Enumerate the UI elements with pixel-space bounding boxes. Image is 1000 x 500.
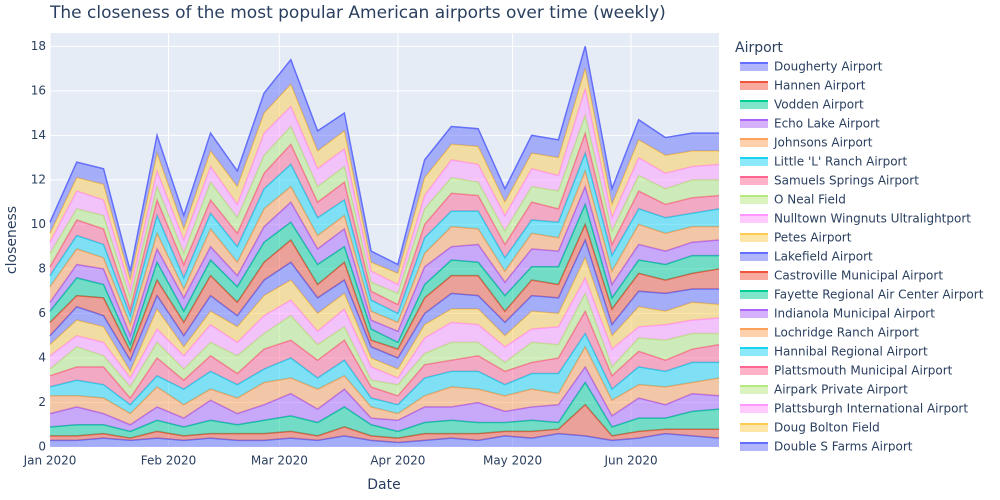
area-line [49,46,719,272]
legend-label: Nulltown Wingnuts Ultralightport [774,212,971,226]
legend-label: Dougherty Airport [774,60,883,74]
y-tick-label: 0 [38,440,46,454]
legend-swatch [740,367,768,375]
legend-label: Petes Airport [774,231,852,245]
legend-label: Fayette Regional Air Center Airport [774,288,984,302]
legend-label: Airpark Private Airport [774,383,908,397]
legend-swatch [740,101,768,109]
legend-swatch [740,272,768,280]
y-tick-label: 16 [31,83,46,97]
legend-title: Airport [735,40,783,56]
area-fill [50,404,719,443]
legend-swatch [740,348,768,356]
legend-label: Indianola Municipal Airport [774,307,935,321]
legend-label: Castroville Municipal Airport [774,269,943,283]
legend-label: Samuels Springs Airport [774,174,919,188]
legend: Dougherty Airport Hannen Airport Vodden Ai… [740,60,984,454]
legend-swatch [740,139,768,147]
legend-swatch [740,291,768,299]
legend-swatch [740,158,768,166]
y-tick-label: 18 [31,39,46,53]
area-fill [50,382,719,439]
legend-label: Double S Farms Airport [774,440,913,454]
legend-label: Plattsmouth Municipal Airport [774,364,953,378]
x-tick-label: May 2020 [483,454,542,468]
legend-label: Echo Lake Airport [774,117,880,131]
legend-swatch [740,63,768,71]
legend-label: Hannibal Regional Airport [774,345,928,359]
legend-label: Plattsburgh International Airport [774,402,968,416]
legend-swatch [740,443,768,451]
chart-title: The closeness of the most popular Americ… [49,3,666,23]
legend-swatch [740,120,768,128]
x-axis-title: Date [367,477,400,493]
legend-label: Johnsons Airport [773,136,873,150]
legend-swatch [740,177,768,185]
y-tick-label: 4 [38,350,46,364]
legend-label: Lochridge Ranch Airport [774,326,919,340]
legend-label: Doug Bolton Field [774,421,880,435]
y-tick-label: 8 [38,261,46,275]
legend-label: Vodden Airport [774,98,864,112]
legend-swatch [740,234,768,242]
x-tick-label: Apr 2020 [370,454,425,468]
area-fill [50,433,719,447]
legend-swatch [740,310,768,318]
legend-label: O Neal Field [774,193,846,207]
legend-label: Little 'L' Ranch Airport [774,155,907,169]
legend-label: Hannen Airport [774,79,866,93]
area-line [49,255,720,373]
legend-swatch [740,405,768,413]
y-axis-title: closeness [4,206,20,274]
legend-swatch [740,253,768,261]
legend-swatch [740,215,768,223]
legend-swatch [740,386,768,394]
y-tick-label: 12 [31,172,46,186]
area-line [49,222,720,354]
legend-swatch [740,424,768,432]
legend-swatch [740,82,768,90]
y-tick-label: 14 [31,128,46,142]
y-tick-label: 6 [38,306,46,320]
area-fill [50,346,719,425]
area-fill [50,333,719,414]
y-tick-label: 10 [31,217,46,231]
x-tick-label: Jun 2020 [604,454,658,468]
y-tick-label: 2 [38,395,46,409]
legend-swatch [740,329,768,337]
legend-swatch [740,196,768,204]
legend-label: Lakefield Airport [774,250,873,264]
areas [49,46,720,447]
x-tick-label: Jan 2020 [23,454,77,468]
area-fill [50,366,719,432]
x-tick-label: Mar 2020 [251,454,308,468]
x-tick-label: Feb 2020 [141,454,197,468]
